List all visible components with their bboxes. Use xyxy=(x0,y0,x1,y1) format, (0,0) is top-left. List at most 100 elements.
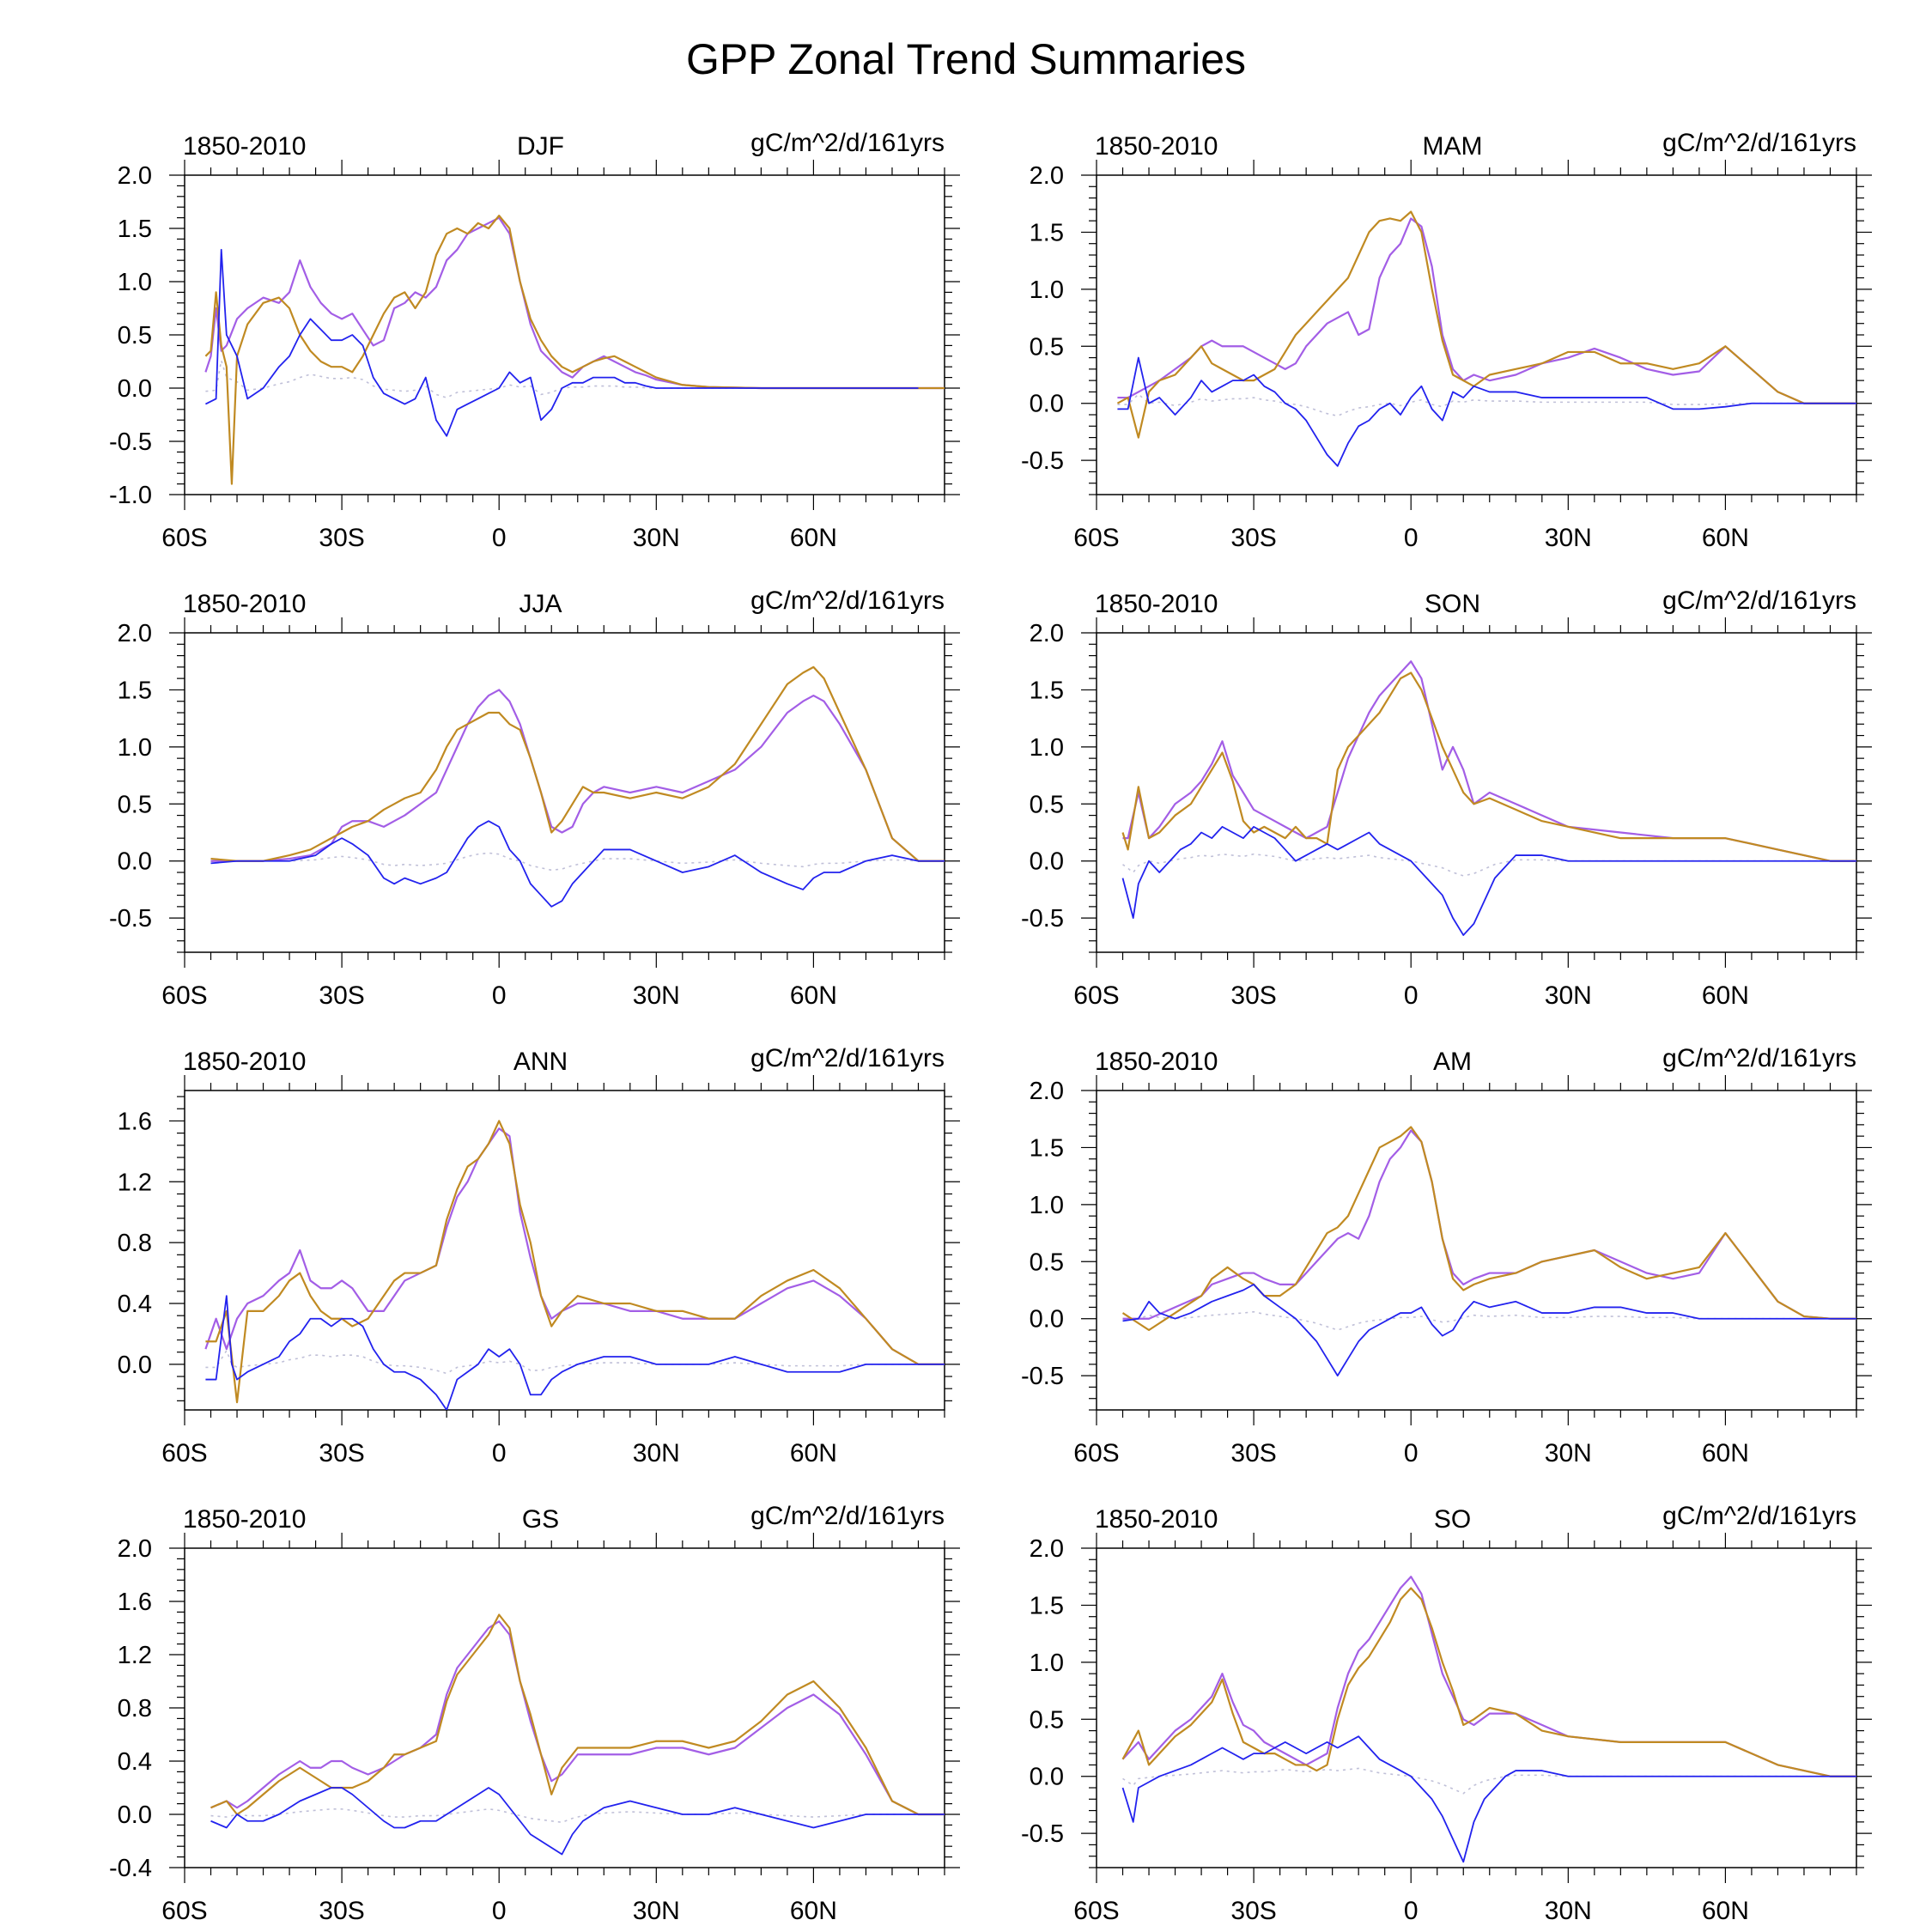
plot-frame xyxy=(1096,174,1857,495)
y-tick-label: 0.0 xyxy=(1030,391,1064,418)
period-label: 1850-2010 xyxy=(1095,132,1218,161)
y-tick-label: 1.0 xyxy=(118,269,152,296)
y-tick-label: 0.5 xyxy=(1030,791,1064,818)
plot-frame xyxy=(184,174,945,495)
series-purple-line xyxy=(210,1620,945,1816)
y-tick-label: 1.2 xyxy=(118,1642,152,1669)
panel-so: 1850-2010 SO gC/m^2/d/161yrs 60S 30S 0 30N 60N -… xyxy=(1021,1502,1872,1925)
y-tick-label: 1.5 xyxy=(1030,677,1064,704)
plot-frame xyxy=(184,632,945,953)
x-tick-label: 60N xyxy=(790,1897,837,1925)
y-tick-label: 2.0 xyxy=(118,162,152,190)
series-blue-line xyxy=(1117,356,1856,467)
y-tick-label: 2.0 xyxy=(1030,1078,1064,1105)
y-tick-label: 1.2 xyxy=(118,1169,152,1196)
units-label: gC/m^2/d/161yrs xyxy=(750,1044,945,1072)
x-tick-label: 60N xyxy=(1702,524,1749,552)
series-blue-line xyxy=(205,1295,945,1410)
x-tick-label: 30N xyxy=(1545,1439,1592,1467)
y-tick-label: 0.5 xyxy=(1030,1706,1064,1734)
x-tick-label: 0 xyxy=(1404,981,1419,1010)
y-tick-label: -0.5 xyxy=(1021,905,1064,933)
y-tick-label: 1.5 xyxy=(118,216,152,243)
series-purple-line xyxy=(1122,660,1856,862)
season-label: ANN xyxy=(513,1048,568,1076)
y-tick-label: 0.0 xyxy=(1030,1306,1064,1334)
series-dotted-line xyxy=(205,360,919,399)
x-tick-label: 30N xyxy=(633,981,680,1010)
plot-frame xyxy=(1096,1090,1857,1411)
y-tick-label: 1.5 xyxy=(1030,1134,1064,1162)
period-label: 1850-2010 xyxy=(1095,1048,1218,1076)
series-dotted-line xyxy=(210,1807,945,1824)
panel-mam: 1850-2010 MAM gC/m^2/d/161yrs 60S 30S 0 30N 60N… xyxy=(1021,129,1872,552)
series-purple-line xyxy=(1122,1129,1856,1320)
x-tick-label: 30S xyxy=(319,981,364,1010)
series-blue-line xyxy=(1122,1283,1856,1377)
x-tick-label: 60S xyxy=(161,524,207,552)
series-purple-line xyxy=(204,1127,945,1365)
x-tick-label: 30S xyxy=(1230,524,1276,552)
y-tick-label: 0.0 xyxy=(1030,848,1064,876)
season-label: GS xyxy=(522,1505,559,1534)
y-tick-label: 1.6 xyxy=(118,1589,152,1616)
x-tick-label: 30N xyxy=(1545,981,1592,1010)
y-tick-label: -0.5 xyxy=(1021,1820,1064,1848)
y-tick-label: 0.0 xyxy=(118,1352,152,1379)
panel-jja: 1850-2010 JJA gC/m^2/d/161yrs 60S 30S 0 30N 60N… xyxy=(109,586,960,1010)
units-label: gC/m^2/d/161yrs xyxy=(750,129,945,157)
figure-title: GPP Zonal Trend Summaries xyxy=(685,35,1247,83)
panel-djf: 1850-2010 DJF gC/m^2/d/161yrs 60S 30S 0 30N 60N… xyxy=(109,129,960,552)
series-gold-line xyxy=(205,1120,945,1404)
y-tick-label: -0.5 xyxy=(1021,1363,1064,1390)
season-label: SO xyxy=(1434,1505,1471,1534)
y-tick-label: 0.0 xyxy=(118,1801,152,1829)
x-tick-label: 60N xyxy=(1702,981,1749,1010)
y-tick-label: -0.4 xyxy=(109,1855,152,1882)
y-tick-label: 0.8 xyxy=(118,1695,152,1722)
series-dotted-line xyxy=(210,852,945,872)
season-label: SON xyxy=(1425,590,1480,618)
y-tick-label: 1.0 xyxy=(118,734,152,762)
period-label: 1850-2010 xyxy=(183,132,306,161)
y-tick-label: 1.0 xyxy=(1030,734,1064,762)
x-tick-label: 0 xyxy=(1404,1897,1419,1925)
y-tick-label: 1.5 xyxy=(1030,1592,1064,1619)
x-tick-label: 0 xyxy=(492,524,507,552)
y-tick-label: 2.0 xyxy=(118,1535,152,1563)
x-tick-label: 60N xyxy=(790,981,837,1010)
y-tick-label: 0.5 xyxy=(118,791,152,818)
x-tick-label: 30N xyxy=(633,1439,680,1467)
x-tick-label: 60S xyxy=(1073,1439,1119,1467)
x-tick-label: 0 xyxy=(1404,524,1419,552)
y-tick-label: 1.0 xyxy=(1030,1192,1064,1219)
x-tick-label: 60S xyxy=(161,1439,207,1467)
y-tick-label: 0.4 xyxy=(118,1748,152,1776)
y-tick-label: -0.5 xyxy=(1021,447,1064,475)
x-tick-label: 30N xyxy=(633,524,680,552)
y-tick-label: 0.5 xyxy=(118,322,152,349)
y-tick-label: 1.0 xyxy=(1030,276,1064,304)
series-dotted-line xyxy=(205,1349,945,1375)
x-tick-label: 60S xyxy=(1073,1897,1119,1925)
period-label: 1850-2010 xyxy=(183,590,306,618)
period-label: 1850-2010 xyxy=(183,1048,306,1076)
x-tick-label: 30N xyxy=(1545,1897,1592,1925)
y-tick-label: 2.0 xyxy=(1030,1535,1064,1563)
series-blue-line xyxy=(1121,1735,1856,1863)
x-tick-label: 30S xyxy=(319,1897,364,1925)
units-label: gC/m^2/d/161yrs xyxy=(1662,129,1856,157)
season-label: JJA xyxy=(519,590,562,618)
series-purple-line xyxy=(1117,217,1856,404)
y-tick-label: 0.5 xyxy=(1030,1249,1064,1276)
series-gold-line xyxy=(210,1613,945,1816)
y-tick-label: 0.0 xyxy=(1030,1764,1064,1791)
units-label: gC/m^2/d/161yrs xyxy=(1662,1502,1856,1530)
y-tick-label: 0.4 xyxy=(118,1291,152,1318)
series-purple-line xyxy=(210,689,945,862)
x-tick-label: 60N xyxy=(790,1439,837,1467)
units-label: gC/m^2/d/161yrs xyxy=(750,586,945,615)
series-purple-line xyxy=(1121,1576,1856,1777)
x-tick-label: 60S xyxy=(161,981,207,1010)
